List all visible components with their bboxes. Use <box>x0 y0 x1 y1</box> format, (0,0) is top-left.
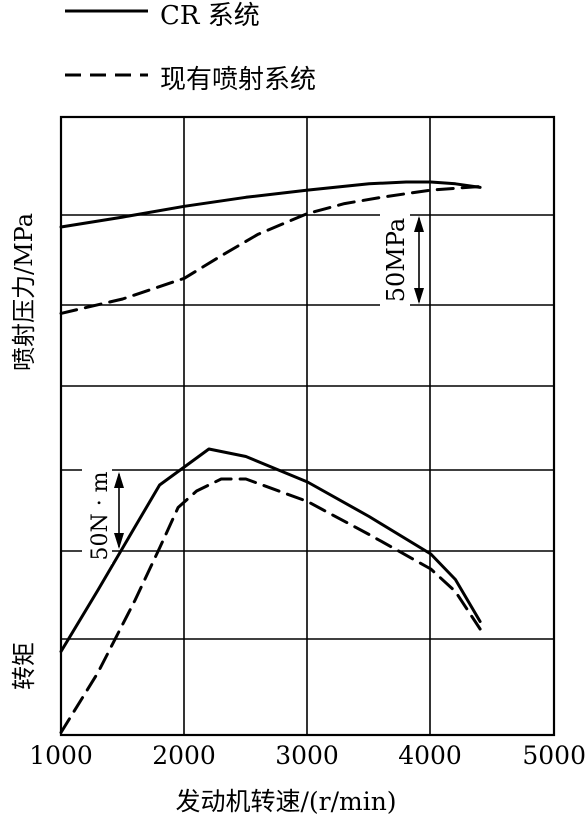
grid <box>59 115 556 737</box>
pressure-scale-bar: 50MPa <box>380 212 424 308</box>
x-tick-label: 1000 <box>29 741 93 770</box>
legend-label-cr: CR 系统 <box>160 1 260 31</box>
x-tick-label: 3000 <box>275 741 339 770</box>
pressure-scale-label: 50MPa <box>382 218 410 303</box>
torque-existing-line <box>59 477 482 734</box>
x-tick-label: 2000 <box>152 741 216 770</box>
pressure-scale-arrow-up <box>414 216 424 232</box>
x-axis-label: 发动机转速/(r/min) <box>175 787 396 816</box>
torque-scale-label: 50N · m <box>88 471 113 560</box>
pressure-cr-line <box>59 180 482 229</box>
torque-cr-line <box>59 447 482 653</box>
y-axis-label-torque: 转矩 <box>10 642 38 690</box>
x-tick-labels: 1000 2000 3000 4000 5000 <box>29 741 586 770</box>
legend: CR 系统 现有喷射系统 <box>65 1 316 95</box>
torque-scale-bar: 50N · m <box>82 468 124 564</box>
torque-scale-arrow-down <box>114 533 124 549</box>
legend-label-existing: 现有喷射系统 <box>160 65 316 95</box>
x-tick-label: 5000 <box>522 741 586 770</box>
y-axis-label-pressure: 喷射压力/MPa <box>10 213 38 371</box>
pressure-scale-label-bg <box>380 212 410 308</box>
pressure-existing-line <box>59 185 482 315</box>
torque-scale-label-bg <box>82 468 112 564</box>
pressure-scale-arrow-down <box>414 288 424 304</box>
series-layer <box>59 180 482 734</box>
x-tick-label: 4000 <box>398 741 462 770</box>
torque-scale-arrow-up <box>114 472 124 488</box>
